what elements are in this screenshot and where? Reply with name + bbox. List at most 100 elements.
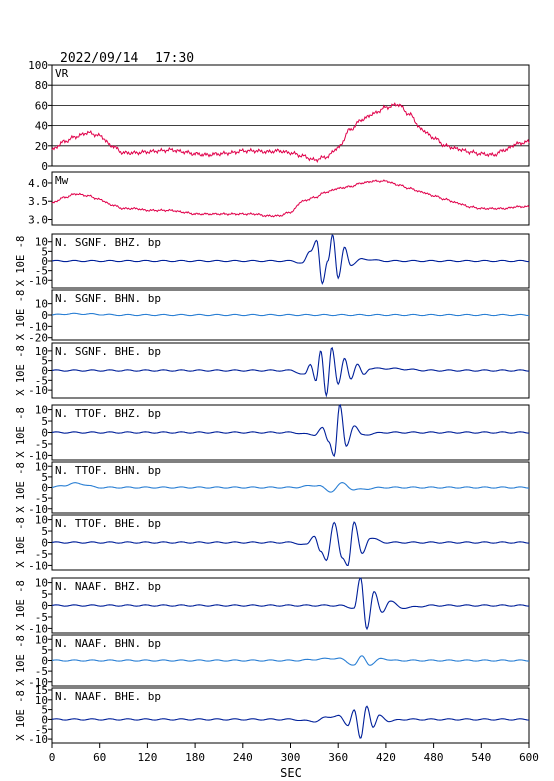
x-tick-label: 300 <box>281 751 301 764</box>
x-tick-label: 360 <box>328 751 348 764</box>
panel-label: Mw <box>55 174 69 187</box>
series-line <box>51 312 530 317</box>
y-tick-label: -10 <box>28 622 48 635</box>
y-tick-label: -10 <box>28 559 48 572</box>
x-tick-label: 540 <box>471 751 491 764</box>
unit-label: X 10E -8 <box>15 517 27 568</box>
panel-label: VR <box>55 67 69 80</box>
y-tick-label: 0 <box>41 655 48 668</box>
y-tick-label: 10 <box>35 345 48 358</box>
y-tick-label: 10 <box>35 694 48 707</box>
y-tick-label: 5 <box>41 355 48 368</box>
y-tick-label: 0 <box>41 365 48 378</box>
y-tick-label: 10 <box>35 404 48 417</box>
header-date: 2022/09/14 <box>60 51 138 66</box>
y-tick-label: 3.5 <box>28 195 48 208</box>
panel-label: N. TTOF. BHE. bp <box>55 517 161 530</box>
y-tick-label: 5 <box>41 704 48 717</box>
series-line <box>51 482 529 493</box>
series-line <box>51 705 530 739</box>
panel-1: 100 80 60 40 20 0 VR <box>28 59 530 173</box>
panel-label: N. TTOF. BHN. bp <box>55 464 161 477</box>
y-tick-label: -10 <box>28 384 48 397</box>
series-line <box>51 102 530 163</box>
series-line <box>51 346 530 398</box>
panel-label: N. NAAF. BHE. bp <box>55 690 161 703</box>
x-tick-label: 180 <box>185 751 205 764</box>
y-tick-label: 0 <box>41 600 48 613</box>
y-tick-label: -10 <box>28 676 48 689</box>
y-tick-label: 3.0 <box>28 214 48 227</box>
y-tick-label: -5 <box>35 438 48 451</box>
y-tick-label: 0 <box>41 427 48 440</box>
y-tick-label: 0 <box>41 255 48 268</box>
series-line <box>51 521 530 566</box>
series-line <box>51 655 529 666</box>
series-line <box>51 179 530 218</box>
y-tick-label: -10 <box>28 320 48 333</box>
y-tick-label: 0 <box>41 537 48 550</box>
y-tick-label: -5 <box>35 723 48 736</box>
x-tick-label: 480 <box>424 751 444 764</box>
y-tick-label: -5 <box>35 611 48 624</box>
y-tick-label: 15 <box>35 684 48 697</box>
unit-label: X 10E -8 <box>15 290 27 341</box>
y-tick-label: 10 <box>35 460 48 473</box>
y-tick-label: 0 <box>41 482 48 495</box>
unit-label: X 10E -8 <box>15 462 27 513</box>
y-tick-label: 80 <box>35 79 48 92</box>
y-tick-label: 10 <box>35 577 48 590</box>
series-line <box>51 234 529 286</box>
panel-label: N. SGNF. BHN. bp <box>55 292 161 305</box>
panel-label: N. NAAF. BHN. bp <box>55 637 161 650</box>
unit-label: X 10E -8 <box>15 236 27 287</box>
y-tick-label: -10 <box>28 503 48 516</box>
y-tick-label: 5 <box>41 588 48 601</box>
x-axis: 0 60 120 180 240 300 360 420 480 540 600 <box>49 743 539 764</box>
y-tick-label: 0 <box>41 160 48 173</box>
y-tick-label: -5 <box>35 548 48 561</box>
y-tick-label: 10 <box>35 236 48 249</box>
x-tick-label: 0 <box>49 751 56 764</box>
series-line <box>51 403 530 458</box>
y-tick-label: 5 <box>41 415 48 428</box>
x-tick-label: 600 <box>519 751 539 764</box>
y-tick-label: 10 <box>35 633 48 646</box>
panel-2: 4.0 3.5 3.0 Mw <box>28 171 530 227</box>
unit-label: X 10E -8 <box>15 580 27 631</box>
y-tick-label: 10 <box>35 514 48 527</box>
panel-4: 100-10-20 N. SGNF. BHN. bp X 10E -8 <box>15 289 530 345</box>
x-tick-label: 420 <box>376 751 396 764</box>
x-tick-label: 240 <box>233 751 253 764</box>
y-tick-label: -20 <box>28 332 48 345</box>
panel-label: N. TTOF. BHZ. bp <box>55 407 161 420</box>
unit-label: X 10E -8 <box>15 635 27 686</box>
x-axis-label: SEC <box>280 766 302 780</box>
y-tick-label: 5 <box>41 525 48 538</box>
y-tick-label: 5 <box>41 245 48 258</box>
series-line <box>51 577 530 631</box>
panel-frame <box>51 64 530 167</box>
unit-label: X 10E -8 <box>15 345 27 396</box>
y-tick-label: -5 <box>35 374 48 387</box>
y-tick-label: 10 <box>35 298 48 311</box>
y-tick-label: 4.0 <box>28 177 48 190</box>
y-tick-label: -5 <box>35 265 48 278</box>
panel-label: N. SGNF. BHZ. bp <box>55 236 161 249</box>
x-tick-label: 120 <box>137 751 157 764</box>
y-tick-label: 100 <box>28 59 48 72</box>
y-tick-label: -10 <box>28 733 48 746</box>
panel-label: N. NAAF. BHZ. bp <box>55 580 161 593</box>
y-tick-label: -5 <box>35 665 48 678</box>
y-tick-label: -10 <box>28 449 48 462</box>
y-tick-label: 0 <box>41 309 48 322</box>
y-tick-label: 5 <box>41 471 48 484</box>
